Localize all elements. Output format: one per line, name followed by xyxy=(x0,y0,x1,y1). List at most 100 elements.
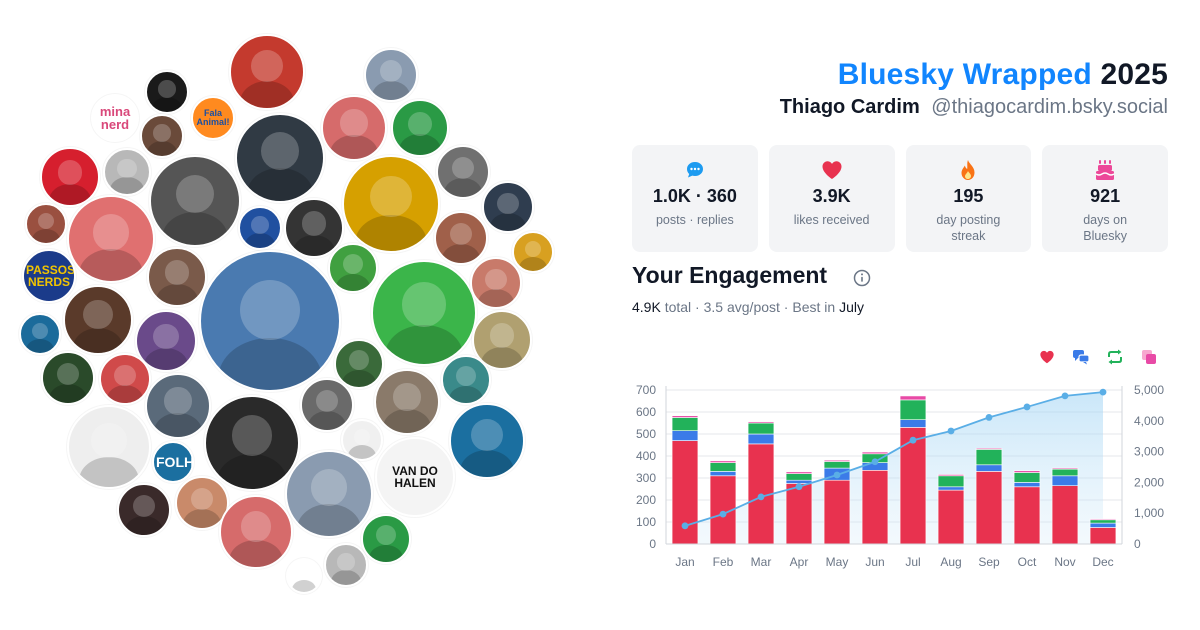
avatar-collage: mina nerd Fala Animal! PASSOS NERDS FOLHA VA… xyxy=(0,0,580,630)
bar-segment-reposts xyxy=(937,475,965,488)
cumulative-point xyxy=(985,414,993,421)
avatar xyxy=(374,369,440,435)
stat-label: day posting streak xyxy=(936,213,1001,243)
heart-icon xyxy=(821,159,843,181)
avatar xyxy=(284,198,344,258)
y-tick-label-left: 600 xyxy=(636,405,656,419)
bar-segment-reposts xyxy=(671,417,699,431)
quote-icon[interactable] xyxy=(1138,346,1160,368)
y-tick-label-right: 1,000 xyxy=(1134,506,1164,520)
x-tick-label: May xyxy=(826,555,849,569)
avatar xyxy=(204,395,300,491)
stat-card-posts: 1.0K · 360 posts · replies xyxy=(632,145,758,252)
stat-value: 195 xyxy=(953,186,984,206)
avatar xyxy=(63,285,133,355)
bar-segment-likes xyxy=(861,470,889,545)
y-tick-label-left: 400 xyxy=(636,449,656,463)
bar-segment-quotes xyxy=(671,415,699,418)
best-month: July xyxy=(839,299,864,315)
bar-segment-quotes xyxy=(823,459,851,462)
cumulative-point xyxy=(757,493,765,501)
avatar xyxy=(300,378,354,432)
bar-segment-replies xyxy=(937,486,965,491)
best-prefix: Best in xyxy=(792,299,836,315)
avatar: FOLHA xyxy=(152,441,194,483)
reply-icon[interactable] xyxy=(1070,346,1092,368)
display-name: Thiago Cardim xyxy=(779,96,920,118)
avatar xyxy=(321,95,387,161)
x-tick-label: Aug xyxy=(940,555,961,569)
repost-icon[interactable] xyxy=(1104,346,1126,368)
avatar-logo-text: FOLHA xyxy=(156,454,194,470)
avatar xyxy=(334,339,384,389)
y-tick-label-right: 4,000 xyxy=(1134,414,1164,428)
bar-segment-reposts xyxy=(785,473,813,481)
avatar xyxy=(25,203,67,245)
bar-segment-likes xyxy=(1051,485,1079,545)
flame-icon xyxy=(959,159,977,181)
avatar: PASSOS NERDS xyxy=(22,249,76,303)
info-icon[interactable] xyxy=(853,269,871,292)
avatar xyxy=(67,195,155,283)
chat-bubble-icon xyxy=(685,159,705,181)
avatar xyxy=(441,355,491,405)
bar-segment-reposts xyxy=(1051,468,1079,477)
avatar: VAN DO HALEN xyxy=(375,437,455,517)
bar-segment-reposts xyxy=(747,422,775,435)
bar-segment-replies xyxy=(975,464,1003,472)
bar-segment-quotes xyxy=(747,421,775,424)
x-tick-label: Jan xyxy=(675,555,694,569)
user-identity: Thiago Cardim @thiagocardim.bsky.social xyxy=(780,96,1168,119)
bar-segment-likes xyxy=(785,483,813,545)
bar-segment-replies xyxy=(1013,482,1041,488)
x-tick-label: Nov xyxy=(1054,555,1075,569)
avatar xyxy=(41,351,95,405)
user-handle: @thiagocardim.bsky.social xyxy=(931,96,1168,118)
y-tick-label-left: 100 xyxy=(636,515,656,529)
chart-legend xyxy=(1036,346,1166,368)
cake-icon xyxy=(1095,159,1115,181)
bar-segment-likes xyxy=(975,471,1003,545)
avatar-logo-text: PASSOS NERDS xyxy=(26,263,76,289)
stat-card-likes: 3.9K likes received xyxy=(768,145,895,252)
avatar-logo-text: VAN DO HALEN xyxy=(392,464,438,490)
y-tick-label-left: 500 xyxy=(636,427,656,441)
bar-segment-replies xyxy=(709,471,737,477)
engagement-total: 4.9K xyxy=(632,299,661,315)
x-tick-label: Apr xyxy=(790,555,809,569)
bar-segment-quotes xyxy=(975,448,1003,450)
avatar xyxy=(19,313,61,355)
bar-segment-reposts xyxy=(823,461,851,469)
bar-segment-replies xyxy=(671,430,699,441)
avatar xyxy=(103,148,151,196)
cumulative-point xyxy=(833,471,841,479)
x-tick-label: Jul xyxy=(905,555,920,569)
heart-icon[interactable] xyxy=(1036,346,1058,368)
avatar xyxy=(140,114,184,158)
bar-segment-replies xyxy=(1051,475,1079,487)
year-title: 2025 xyxy=(1100,58,1168,91)
separator: · xyxy=(691,299,704,315)
avatar xyxy=(149,155,241,247)
stat-value: 1.0K · 360 xyxy=(652,186,737,206)
avatar xyxy=(235,113,325,203)
avatar-logo-text: mina nerd xyxy=(99,104,131,132)
avatar xyxy=(99,353,151,405)
cumulative-line xyxy=(684,391,1104,527)
stat-card-days: 921 days on Bluesky xyxy=(1042,145,1168,252)
avatar xyxy=(40,147,100,207)
x-tick-label: Feb xyxy=(713,555,734,569)
bar-segment-replies xyxy=(899,419,927,428)
bar-segment-quotes xyxy=(709,460,737,463)
avatar xyxy=(285,450,373,538)
avatar xyxy=(219,495,293,569)
bar-segment-replies xyxy=(1089,522,1117,528)
avatar xyxy=(328,243,378,293)
avatar xyxy=(371,260,477,366)
avatar xyxy=(145,70,189,114)
stat-value: 3.9K xyxy=(812,186,851,206)
bar-segment-likes xyxy=(937,489,965,545)
avatar xyxy=(361,514,411,564)
page-title: Bluesky Wrapped 2025 xyxy=(838,58,1168,92)
cumulative-point xyxy=(1061,392,1069,400)
